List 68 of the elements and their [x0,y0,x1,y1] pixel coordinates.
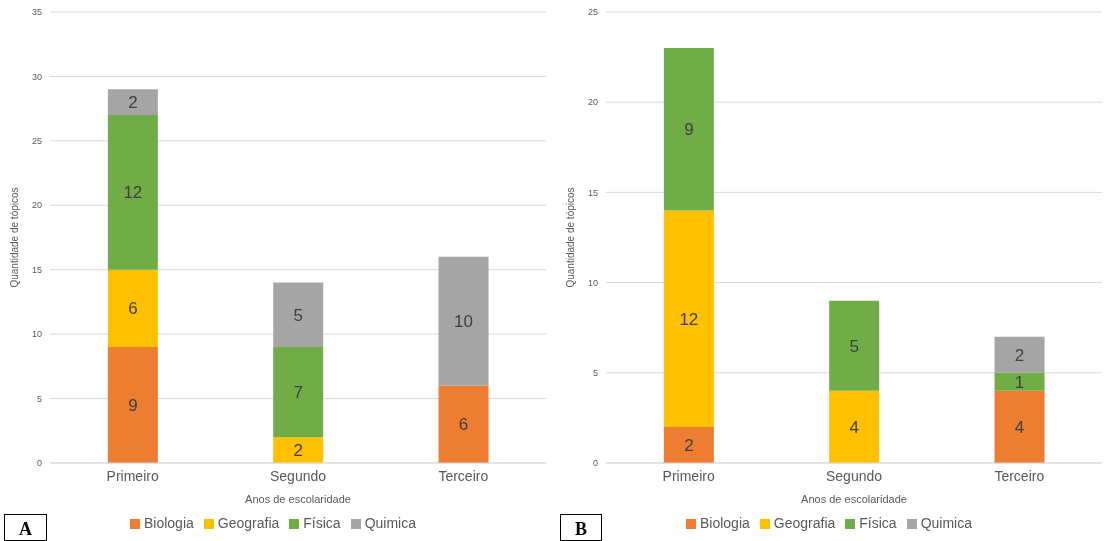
y-tick-label: 30 [31,71,42,82]
y-tick-label: 35 [31,7,42,18]
bar [663,426,714,463]
bar [107,115,158,270]
y-tick-label: 25 [31,136,42,147]
bar [273,347,324,438]
bar [994,390,1045,463]
y-tick-label: 25 [587,7,598,18]
legend-label: Geografia [217,515,280,531]
data-label: 2 [293,441,303,461]
x-axis-title: Anos de escolaridade [245,493,351,505]
legend-label: Física [859,515,897,531]
data-label: 6 [458,415,469,435]
bar [107,89,158,116]
y-tick-label: 0 [592,458,598,469]
data-label: 5 [293,305,303,325]
legend-label: Biologia [143,515,194,531]
y-tick-label: 5 [36,393,42,404]
data-label: 6 [128,299,138,319]
x-tick-label: Terceiro [438,467,489,484]
bar [829,300,880,391]
x-tick-label: Segundo [825,467,883,484]
data-label: 5 [849,336,859,356]
bar [438,385,489,463]
text: A [4,514,47,541]
bar [663,48,714,211]
legend-label: Geografia [773,515,836,531]
bar [273,282,324,348]
bar [994,336,1045,373]
data-label: 2 [1014,345,1025,365]
legend-label: Quimica [920,515,972,531]
bar [994,372,1045,391]
bar [438,256,489,386]
bar [107,269,158,348]
y-tick-label: 0 [36,458,42,469]
y-tick-label: 10 [587,277,598,288]
data-label: 4 [1014,417,1025,437]
x-tick-label: Terceiro [994,467,1045,484]
bar [663,210,714,427]
y-axis-title: Quantidade de tópicos [8,187,20,288]
y-tick-label: 5 [592,367,598,378]
data-label: 1 [1014,372,1025,392]
y-axis-title: Quantidade de tópicos [564,187,576,288]
data-label: 12 [679,309,699,329]
y-tick-label: 20 [31,200,42,211]
data-label: 7 [293,383,303,403]
legend-label: Biologia [699,515,750,531]
bar [273,437,324,463]
y-tick-label: 15 [587,187,598,198]
x-tick-label: Primeiro [662,467,715,484]
y-tick-label: 20 [587,97,598,108]
text: B [560,514,603,541]
bar [829,390,880,463]
legend-label: Quimica [364,515,416,531]
data-label: 9 [128,396,138,416]
x-tick-label: Segundo [269,467,327,484]
x-axis-title: Anos de escolaridade [801,493,907,505]
y-tick-label: 10 [31,329,42,340]
data-label: 2 [684,435,694,455]
y-tick-label: 15 [31,264,42,275]
legend-label: Física [303,515,341,531]
data-label: 10 [454,312,473,332]
bar [107,347,158,463]
x-tick-label: Primeiro [106,467,159,484]
data-label: 12 [123,183,143,203]
data-label: 2 [128,93,138,113]
data-label: 4 [849,417,859,437]
data-label: 9 [684,120,694,140]
